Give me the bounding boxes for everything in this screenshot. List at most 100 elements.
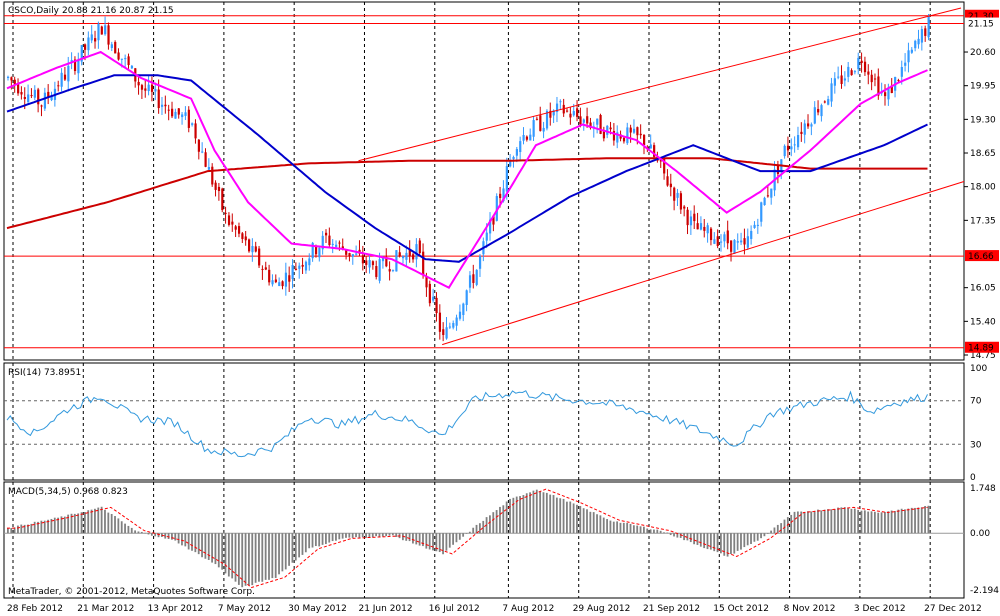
macd-bar <box>57 517 60 534</box>
macd-bar <box>164 533 167 539</box>
candle-body <box>786 145 790 151</box>
macd-bar <box>77 513 80 534</box>
rsi-tick-label: 100 <box>970 364 987 374</box>
macd-bar <box>549 494 552 534</box>
macd-bar <box>478 523 481 534</box>
macd-bar <box>562 498 565 534</box>
candle-body <box>23 96 26 100</box>
candle-body <box>331 243 334 245</box>
candle-body <box>602 131 606 139</box>
candle-body <box>231 221 234 225</box>
candle-body <box>840 75 843 84</box>
macd-bar <box>144 532 147 534</box>
candle-body <box>853 71 857 73</box>
macd-bar <box>127 525 130 534</box>
candle-body <box>244 236 247 241</box>
candle-body <box>606 125 609 135</box>
candle-body <box>629 127 632 133</box>
macd-bar <box>602 517 605 534</box>
candle-body <box>268 269 271 283</box>
macd-bar <box>733 533 736 554</box>
candle-body <box>308 258 311 266</box>
candle-body <box>278 282 281 287</box>
candle-body <box>753 224 756 228</box>
candle-body <box>803 123 806 135</box>
macd-bar <box>770 530 772 534</box>
date-tick-label: 7 May 2012 <box>218 604 271 614</box>
candle-body <box>552 110 555 116</box>
macd-bar <box>201 533 203 558</box>
candle-body <box>194 123 197 139</box>
candle-body <box>201 151 204 153</box>
macd-bar <box>736 533 739 551</box>
macd-bar <box>425 533 428 549</box>
macd-bar <box>746 533 749 546</box>
candle-body <box>616 132 619 143</box>
price-tick-label: 18.00 <box>970 183 996 193</box>
price-label-text: 21.30 <box>968 12 994 22</box>
price-tick-label: 19.95 <box>970 82 996 92</box>
macd-bar <box>314 533 317 547</box>
macd-bar <box>743 533 746 548</box>
candle-body <box>73 59 77 72</box>
macd-bar <box>442 533 444 555</box>
candle-body <box>746 236 749 248</box>
candle-body <box>227 215 231 225</box>
candle-body <box>67 65 70 82</box>
candle-body <box>415 244 418 260</box>
candle-body <box>673 187 676 201</box>
candle-body <box>171 108 174 117</box>
date-tick-label: 21 Jun 2012 <box>358 604 412 614</box>
macd-bar <box>53 517 56 534</box>
macd-bar <box>783 519 786 534</box>
candle-body <box>589 122 592 128</box>
channel-upper-line <box>358 7 962 162</box>
symbol-label: CSCO,Daily <box>8 6 60 16</box>
macd-bar <box>686 533 689 541</box>
candle-body <box>184 112 187 116</box>
macd-bar <box>13 527 16 534</box>
ema-fast-line <box>6 50 928 290</box>
macd-bar <box>291 533 294 563</box>
macd-bar <box>753 533 756 542</box>
macd-bar <box>706 533 709 550</box>
candle-body <box>904 62 907 66</box>
macd-tick-label: -2.194 <box>970 586 999 596</box>
macd-bar <box>355 533 357 538</box>
macd-bar <box>301 533 304 555</box>
candle-body <box>335 244 338 247</box>
macd-bar <box>50 518 53 534</box>
macd-bar <box>492 512 495 534</box>
candle-body <box>676 192 679 198</box>
macd-bar <box>248 533 250 586</box>
macd-bar <box>70 513 73 534</box>
macd-bar <box>535 489 538 534</box>
macd-bar <box>877 512 880 534</box>
macd-bar <box>505 501 508 534</box>
macd-bar <box>244 533 247 586</box>
macd-bar <box>214 533 217 565</box>
candle-body <box>776 165 780 174</box>
candle-body <box>448 326 452 328</box>
candle-body <box>30 95 33 97</box>
candle-body <box>160 104 164 107</box>
candle-body <box>796 135 800 148</box>
candle-body <box>94 38 97 42</box>
macd-bar <box>522 495 525 534</box>
candle-body <box>47 91 50 98</box>
macd-bar <box>17 525 19 534</box>
candle-body <box>258 248 261 266</box>
candle-body <box>17 83 20 94</box>
macd-bar <box>807 511 809 534</box>
macd-bar <box>184 533 187 547</box>
candle-body <box>900 67 903 77</box>
candle-body <box>381 257 385 262</box>
candle-body <box>663 158 666 174</box>
candle-body <box>150 84 154 92</box>
macd-bar <box>495 510 498 534</box>
macd-bar <box>381 533 384 537</box>
candle-body <box>823 101 826 103</box>
candle-body <box>187 109 190 128</box>
price-tick-label: 19.30 <box>970 115 996 125</box>
